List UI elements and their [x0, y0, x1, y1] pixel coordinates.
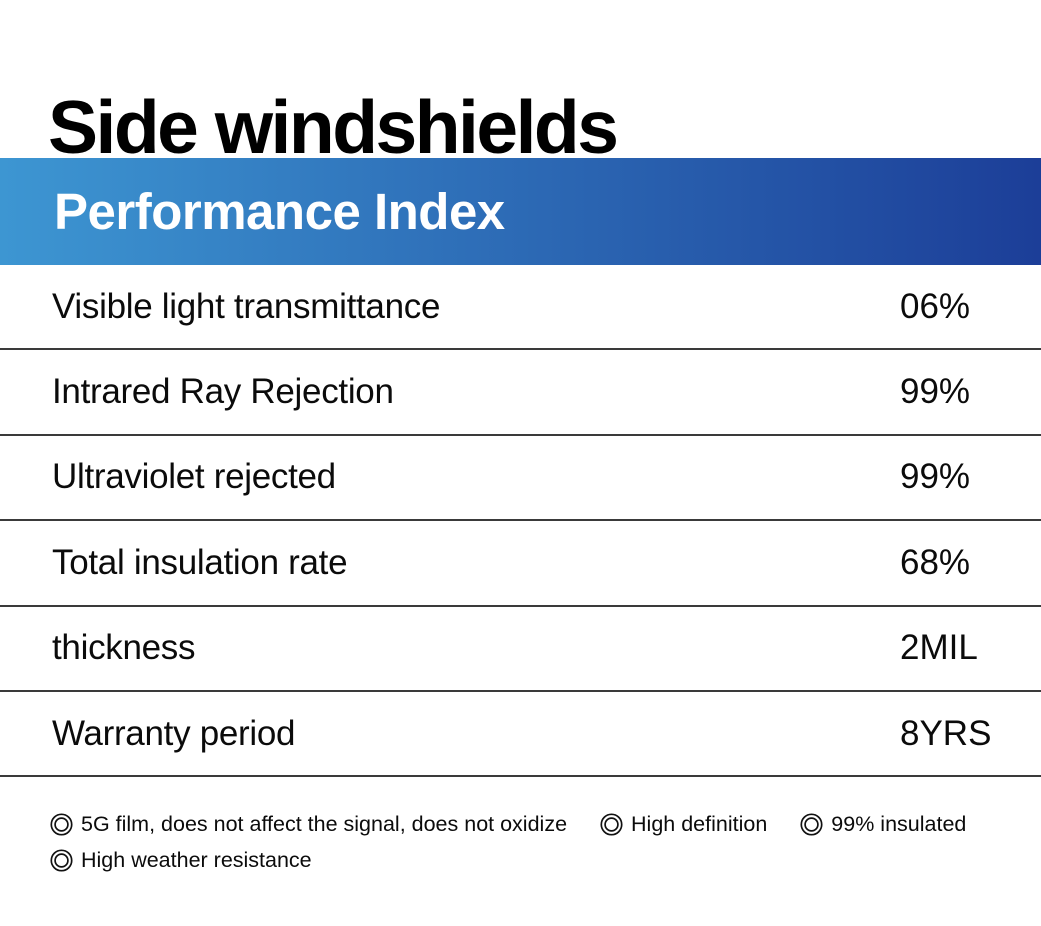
feature-label: High definition — [631, 812, 768, 836]
performance-banner: Performance Index — [0, 158, 1041, 265]
list-item: High weather resistance — [50, 848, 312, 873]
performance-table: Visible light transmittance 06% Intrared… — [0, 265, 1041, 778]
list-item: 99% insulated — [800, 812, 966, 837]
feature-label: 99% insulated — [831, 812, 967, 836]
table-row: Warranty period 8YRS — [0, 692, 1041, 778]
list-item: 5G film, does not affect the signal, doe… — [50, 812, 567, 837]
row-value: 99% — [900, 457, 971, 497]
double-circle-icon — [800, 813, 823, 836]
table-row: Visible light transmittance 06% — [0, 265, 1041, 351]
double-circle-icon — [600, 813, 623, 836]
feature-list: 5G film, does not affect the signal, doe… — [50, 812, 995, 873]
double-circle-icon — [50, 849, 73, 872]
row-value: 2MIL — [900, 628, 978, 668]
feature-label: 5G film, does not affect the signal, doe… — [81, 812, 568, 836]
page-title: Side windshields — [48, 85, 619, 170]
row-value: 68% — [900, 542, 971, 582]
row-label: Ultraviolet rejected — [52, 457, 336, 497]
row-label: Warranty period — [52, 713, 296, 753]
banner-title: Performance Index — [54, 183, 505, 240]
row-value: 06% — [900, 286, 971, 326]
feature-label: High weather resistance — [81, 848, 312, 872]
table-row: Ultraviolet rejected 99% — [0, 436, 1041, 522]
row-label: thickness — [52, 628, 196, 668]
table-row: Total insulation rate 68% — [0, 521, 1041, 607]
row-label: Intrared Ray Rejection — [52, 372, 394, 412]
list-item: High definition — [600, 812, 767, 837]
row-label: Visible light transmittance — [52, 286, 441, 326]
row-label: Total insulation rate — [52, 542, 348, 582]
table-row: Intrared Ray Rejection 99% — [0, 350, 1041, 436]
row-value: 99% — [900, 372, 971, 412]
table-row: thickness 2MIL — [0, 607, 1041, 692]
double-circle-icon — [50, 813, 73, 836]
row-value: 8YRS — [900, 713, 992, 753]
